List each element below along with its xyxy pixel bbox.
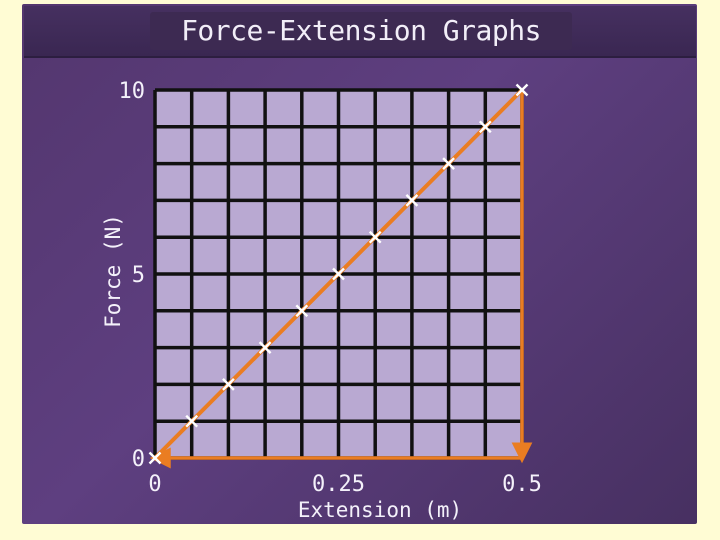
marker-stroke [478, 120, 492, 134]
data-point-marker [442, 157, 455, 170]
marker-stroke [515, 83, 529, 97]
data-point-marker [295, 304, 309, 318]
marker-stroke [185, 414, 199, 428]
data-point-marker [185, 414, 199, 428]
marker-stroke [405, 194, 419, 207]
marker-stroke [442, 157, 455, 170]
annotation-arrows [149, 88, 533, 469]
slide-title: Force-Extension Graphs [150, 12, 572, 50]
marker-stroke [222, 378, 235, 391]
data-point-marker [148, 451, 162, 465]
marker-stroke [295, 304, 309, 318]
data-markers [148, 83, 529, 465]
data-point-marker [258, 341, 272, 354]
x-tick-label: 0 [148, 472, 161, 497]
marker-stroke [148, 451, 162, 465]
x-tick-label: 0.25 [312, 472, 365, 497]
tick-labels: 0 0.25 0.5 0 5 10 [119, 79, 542, 497]
y-tick-label: 10 [119, 79, 146, 104]
marker-stroke [332, 267, 345, 281]
data-point-marker [332, 267, 345, 281]
x-tick-label: 0.5 [502, 472, 542, 497]
x-axis-title: Extension (m) [298, 498, 462, 522]
data-point-marker [222, 378, 235, 391]
marker-stroke [258, 341, 272, 354]
y-tick-label: 0 [132, 447, 145, 472]
y-tick-label: 5 [132, 263, 145, 288]
data-point-marker [515, 83, 529, 97]
data-point-marker [478, 120, 492, 134]
data-point-marker [405, 194, 419, 207]
y-axis-title: Force (N) [101, 214, 125, 328]
data-point-marker [368, 230, 382, 244]
marker-stroke [368, 230, 382, 244]
